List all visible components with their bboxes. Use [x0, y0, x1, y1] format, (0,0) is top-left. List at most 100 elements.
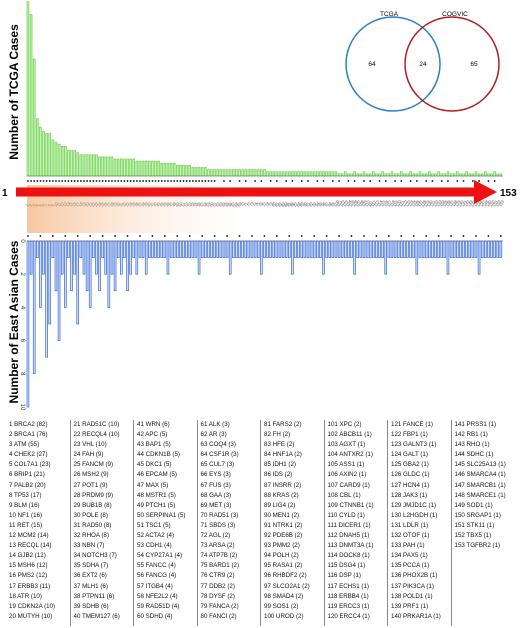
gene-axis-tick-127: 127: [416, 199, 424, 208]
east-asian-marker-97: [325, 235, 328, 237]
east-asian-bar-122: [403, 240, 406, 258]
east-asian-bar-128: [421, 240, 425, 258]
tcga-marker-96: [322, 180, 325, 182]
gene-table-entry: 108 CBL (1): [327, 491, 361, 499]
east-asian-bar-79: [269, 240, 272, 258]
east-asian-bar-105: [350, 240, 353, 258]
east-asian-bar-97: [325, 240, 328, 258]
east-asian-bar-78: [266, 240, 269, 258]
gene-axis-tick-101: 101: [336, 199, 344, 208]
tcga-marker-36: [135, 180, 138, 182]
tcga-marker-43: [157, 180, 160, 182]
tcga-bar-36: [135, 160, 139, 177]
tcga-marker-139: [456, 180, 459, 182]
east-asian-bar-64: [222, 240, 226, 258]
tcga-marker-52: [185, 180, 188, 182]
east-asian-marker-21: [89, 235, 92, 237]
east-asian-marker-17: [76, 235, 79, 237]
east-asian-bar-5: [39, 240, 42, 308]
tcga-marker-54: [191, 180, 194, 182]
tcga-bar-21: [88, 154, 92, 177]
gene-table-column: 1 BRCA2 (82) 2 BRCA1 (76) 3 ATM (55) 4 CHEK…: [6, 420, 70, 626]
gene-axis-tick-141: 141: [460, 199, 468, 208]
east-asian-bar-152: [496, 240, 500, 258]
tcga-bar-135: [443, 173, 447, 177]
east-asian-bar-24: [98, 240, 101, 292]
east-asian-bar-145: [474, 240, 478, 258]
gene-table-entry: 126 GLDC (1): [391, 471, 430, 479]
east-asian-bar-21: [88, 240, 92, 308]
east-asian-bar-119: [393, 240, 397, 258]
gene-axis-tick-130: 130: [426, 199, 434, 208]
gene-table-entry: 84 HNF1A (2): [264, 451, 302, 459]
east-asian-bar-90: [303, 240, 307, 258]
gene-table-entry: 46 EPCAM (5): [137, 471, 177, 479]
gene-table-entry: 130 L2HGDH (1): [391, 511, 438, 519]
gene-axis-tick-96: 96: [320, 200, 327, 207]
tcga-marker-38: [142, 180, 144, 182]
gene-table-column: 41 WRN (6) 42 APC (5) 43 BAP1 (5) 44 CDKN1B…: [133, 420, 197, 626]
tcga-bar-37: [138, 160, 142, 177]
tcga-bar-35: [132, 158, 136, 177]
gene-table-entry: 147 SMARCB1 (1): [454, 481, 506, 489]
east-asian-bar-16: [73, 240, 76, 275]
tcga-bar-7: [45, 133, 48, 177]
gene-axis-tick-123: 123: [404, 199, 412, 208]
east-asian-bar-20: [85, 240, 89, 292]
gene-table-entry: 10 NF1 (16): [9, 511, 43, 519]
tcga-bar-143: [468, 173, 472, 177]
east-asian-bar-127: [418, 240, 422, 258]
tcga-bar-44: [160, 162, 164, 177]
east-asian-bar-103: [344, 240, 347, 258]
east-asian-bar-68: [235, 240, 238, 258]
tcga-marker-34: [129, 180, 132, 182]
east-asian-bar-54: [191, 240, 195, 258]
gene-axis-tick-124: 124: [407, 199, 415, 208]
tcga-marker-40: [148, 180, 151, 182]
gene-table-entry: 80 FANCI (2): [200, 612, 237, 620]
east-asian-bar-61: [213, 240, 216, 258]
east-asian-bar-7: [45, 240, 48, 358]
east-asian-bar-73: [250, 240, 254, 258]
east-asian-bar-124: [409, 240, 412, 258]
gene-table-entry: 34 NOTCH3 (7): [73, 552, 117, 560]
gene-table-entry: 2 BRCA1 (76): [9, 431, 48, 439]
arrow-start-label: 1: [2, 188, 8, 199]
tcga-bar-62: [216, 169, 220, 177]
gene-table-entry: 101 XPC (2): [327, 421, 362, 428]
tcga-bar-106: [353, 171, 356, 177]
gene-table-entry: 7 PALB2 (20): [9, 481, 46, 489]
tcga-bar-32: [123, 158, 126, 177]
tcga-marker-69: [238, 180, 241, 182]
east-asian-marker-57: [201, 235, 204, 237]
gene-table-entry: 45 DKC1 (5): [137, 461, 172, 469]
gene-axis-tick-150: 150: [488, 199, 496, 208]
gene-table-entry: 4 CHEK2 (27): [9, 451, 48, 459]
gene-table-entry: 8 TP53 (17): [9, 491, 42, 499]
tcga-bar-41: [151, 160, 154, 177]
tcga-marker-71: [244, 180, 247, 182]
gene-axis-tick-137: 137: [448, 199, 456, 208]
gene-table-entry: 35 SDHA (7): [73, 562, 109, 570]
east-asian-bar-19: [82, 240, 86, 275]
tcga-marker-121: [400, 180, 403, 182]
tcga-bar-33: [126, 158, 129, 177]
east-asian-bar-113: [375, 240, 378, 258]
tcga-marker-28: [111, 180, 113, 182]
tcga-bar-83: [281, 171, 285, 177]
tcga-marker-47: [170, 180, 172, 182]
gene-axis-tick-100: 100: [332, 199, 340, 208]
gene-table: 1 BRCA2 (82) 2 BRCA1 (76) 3 ATM (55) 4 CHEK…: [6, 420, 514, 626]
tcga-bar-70: [241, 169, 244, 177]
east-asian-bar-65: [225, 240, 229, 258]
tcga-bar-68: [235, 169, 238, 177]
tcga-bar-26: [104, 156, 108, 177]
east-asian-bar-11: [57, 240, 61, 341]
tcga-marker-5: [39, 180, 42, 182]
gene-table-column: 141 PRSS1 (1) 142 RB1 (1) 143 RHO (1) 144 S…: [450, 420, 515, 626]
gene-table-entry: 96 RHBDF2 (2): [264, 572, 307, 580]
gene-table-entry: 78 DYSF (2): [200, 592, 235, 600]
east-asian-bar-148: [484, 240, 487, 258]
east-asian-bar-72: [247, 240, 251, 258]
gene-axis-tick-142: 142: [463, 199, 471, 208]
